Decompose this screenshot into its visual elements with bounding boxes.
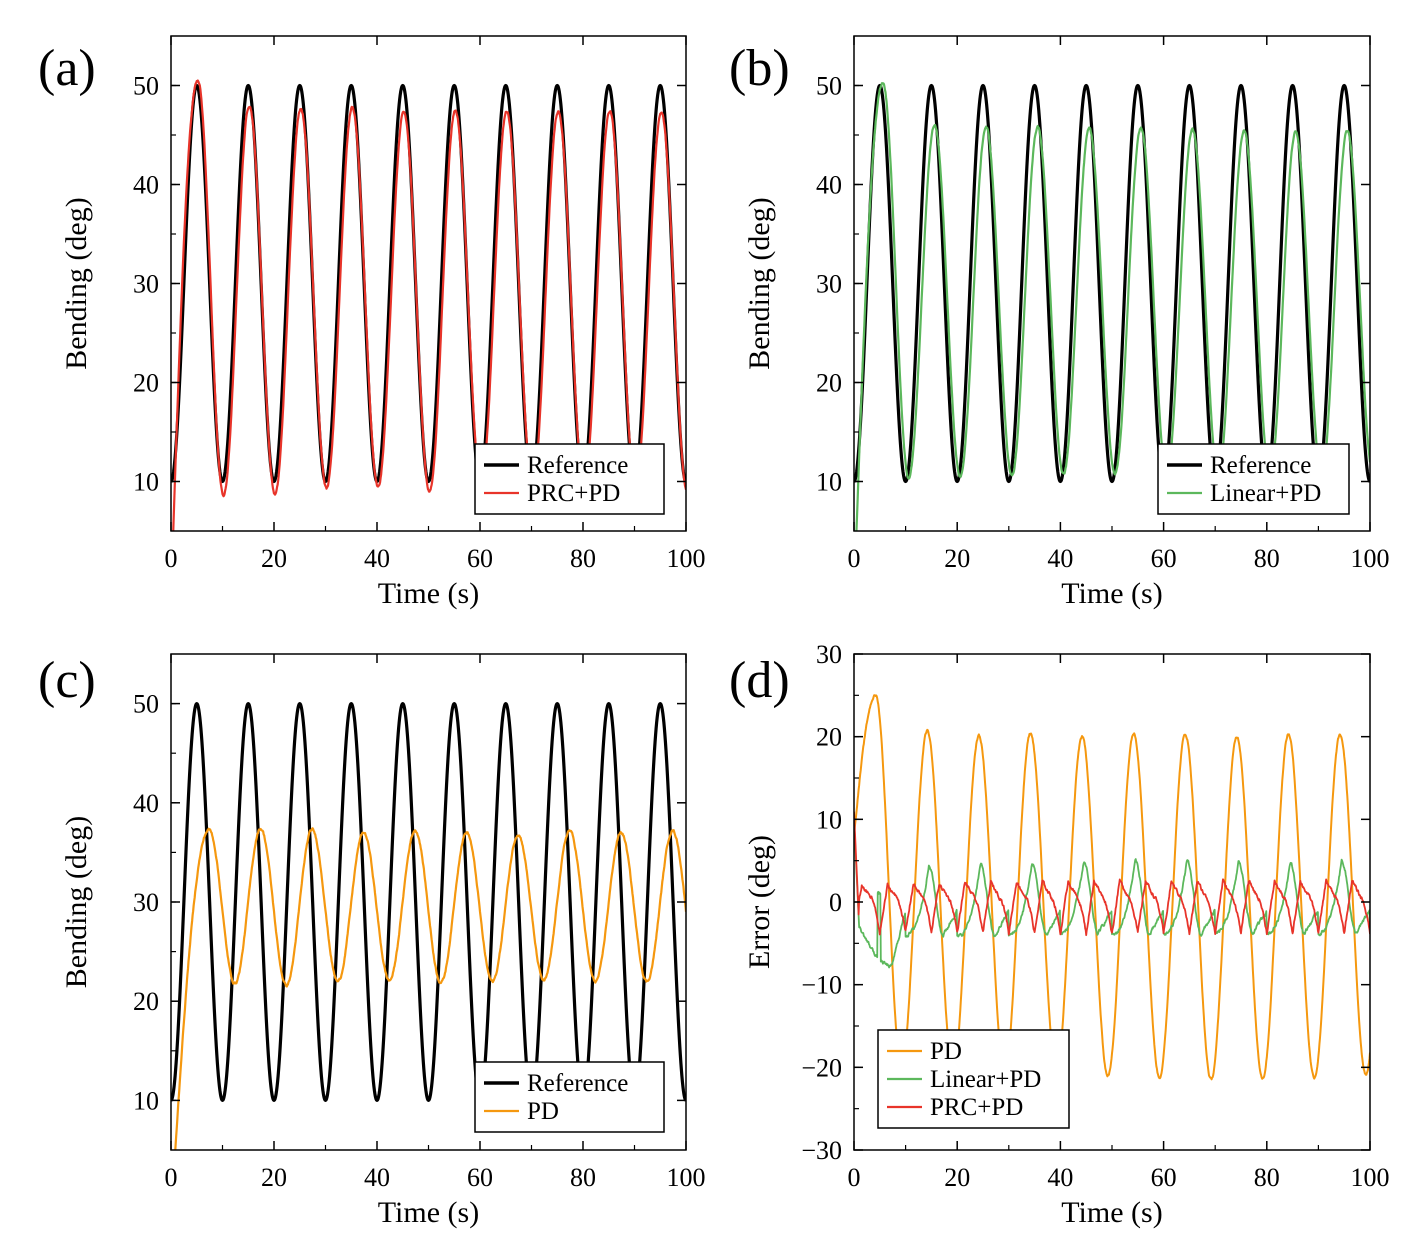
x-tick-label: 40 <box>1047 544 1073 573</box>
x-tick-label: 20 <box>944 1163 970 1192</box>
x-tick-label: 40 <box>1047 1163 1073 1192</box>
y-axis-title: Bending (deg) <box>60 197 93 369</box>
panel-label: (c) <box>38 652 96 709</box>
legend-label: Reference <box>1210 452 1311 479</box>
x-tick-label: 100 <box>667 1163 706 1192</box>
legend-label: Linear+PD <box>1210 480 1321 507</box>
x-axis-title: Time (s) <box>378 1196 479 1229</box>
y-tick-label: 50 <box>133 72 159 101</box>
x-tick-label: 60 <box>1151 1163 1177 1192</box>
panel-label: (b) <box>729 40 790 97</box>
legend-box <box>1157 443 1350 515</box>
series-line-prc-pd <box>172 79 686 531</box>
y-tick-label: 30 <box>133 888 159 917</box>
x-tick-label: 40 <box>364 544 390 573</box>
y-tick-label: 30 <box>816 640 842 669</box>
y-tick-label: 10 <box>133 1086 159 1115</box>
x-tick-label: 100 <box>667 544 706 573</box>
x-tick-label: 80 <box>570 1163 596 1192</box>
series-line-pd <box>854 694 1370 1081</box>
x-axis-title: Time (s) <box>1061 577 1162 610</box>
y-tick-label: 40 <box>816 171 842 200</box>
y-tick-label: 40 <box>133 171 159 200</box>
plot-area <box>171 79 686 531</box>
legend-box <box>474 443 665 515</box>
x-axis-title: Time (s) <box>378 577 479 610</box>
legend-label: PRC+PD <box>930 1094 1023 1121</box>
x-tick-label: 80 <box>1254 544 1280 573</box>
legend-label: PRC+PD <box>527 480 620 507</box>
legend-label: PD <box>527 1098 559 1125</box>
x-tick-label: 0 <box>848 1163 861 1192</box>
x-tick-label: 100 <box>1351 1163 1390 1192</box>
y-tick-label: 10 <box>816 468 842 497</box>
series-line-reference <box>171 83 686 484</box>
x-tick-label: 0 <box>848 544 861 573</box>
plot-area <box>854 82 1370 531</box>
legend-label: PD <box>930 1038 962 1065</box>
y-tick-label: 20 <box>816 723 842 752</box>
x-tick-label: 20 <box>261 544 287 573</box>
y-tick-label: −20 <box>801 1053 842 1082</box>
y-tick-label: 10 <box>133 468 159 497</box>
y-tick-label: 30 <box>133 270 159 299</box>
x-tick-label: 40 <box>364 1163 390 1192</box>
series-line-linear-pd <box>854 817 1370 969</box>
panel-a: (a) 0 20 40 60 80 100 10 20 30 40 50 Time (s) Bending… <box>38 35 706 610</box>
y-axis-title: Error (deg) <box>743 835 776 969</box>
y-tick-label: 20 <box>133 987 159 1016</box>
y-tick-label: 50 <box>133 690 159 719</box>
x-tick-label: 60 <box>467 1163 493 1192</box>
x-tick-label: 80 <box>570 544 596 573</box>
y-axis-title: Bending (deg) <box>743 197 776 369</box>
legend-label: Linear+PD <box>930 1066 1041 1093</box>
panel-c: (c) 0 20 40 60 80 100 10 20 30 40 50 Time (s) Bending… <box>38 652 706 1229</box>
y-tick-label: −10 <box>801 971 842 1000</box>
x-tick-label: 100 <box>1351 544 1390 573</box>
panel-d: (d) 0 20 40 60 80 100 −30 −20 −10 0 10 20 30 Time (s) E… <box>729 640 1390 1229</box>
series-line-pd <box>174 827 686 1150</box>
plot-area <box>854 694 1370 1081</box>
x-axis-title: Time (s) <box>1061 1196 1162 1229</box>
series-line-reference <box>171 702 686 1102</box>
x-tick-label: 20 <box>261 1163 287 1192</box>
series-line-reference <box>854 83 1370 484</box>
y-tick-label: 10 <box>816 805 842 834</box>
x-tick-label: 80 <box>1254 1163 1280 1192</box>
series-line-linear-pd <box>855 82 1370 531</box>
y-tick-label: 20 <box>816 369 842 398</box>
y-tick-label: 0 <box>829 888 842 917</box>
series-line-prc-pd <box>854 811 1370 937</box>
legend-label: Reference <box>527 1070 628 1097</box>
y-axis-title: Bending (deg) <box>60 816 93 988</box>
x-tick-label: 60 <box>1151 544 1177 573</box>
x-tick-label: 20 <box>944 544 970 573</box>
panel-label: (a) <box>38 40 96 97</box>
x-tick-label: 0 <box>165 544 178 573</box>
y-tick-label: −30 <box>801 1136 842 1165</box>
panel-b: (b) 0 20 40 60 80 100 10 20 30 40 50 Time (s) Bending… <box>729 35 1390 610</box>
legend-box <box>474 1061 665 1133</box>
plot-area <box>171 702 686 1150</box>
x-tick-label: 0 <box>165 1163 178 1192</box>
x-tick-label: 60 <box>467 544 493 573</box>
y-tick-label: 50 <box>816 72 842 101</box>
legend-label: Reference <box>527 452 628 479</box>
y-tick-label: 30 <box>816 270 842 299</box>
y-tick-label: 40 <box>133 789 159 818</box>
panel-label: (d) <box>729 652 790 709</box>
y-tick-label: 20 <box>133 369 159 398</box>
